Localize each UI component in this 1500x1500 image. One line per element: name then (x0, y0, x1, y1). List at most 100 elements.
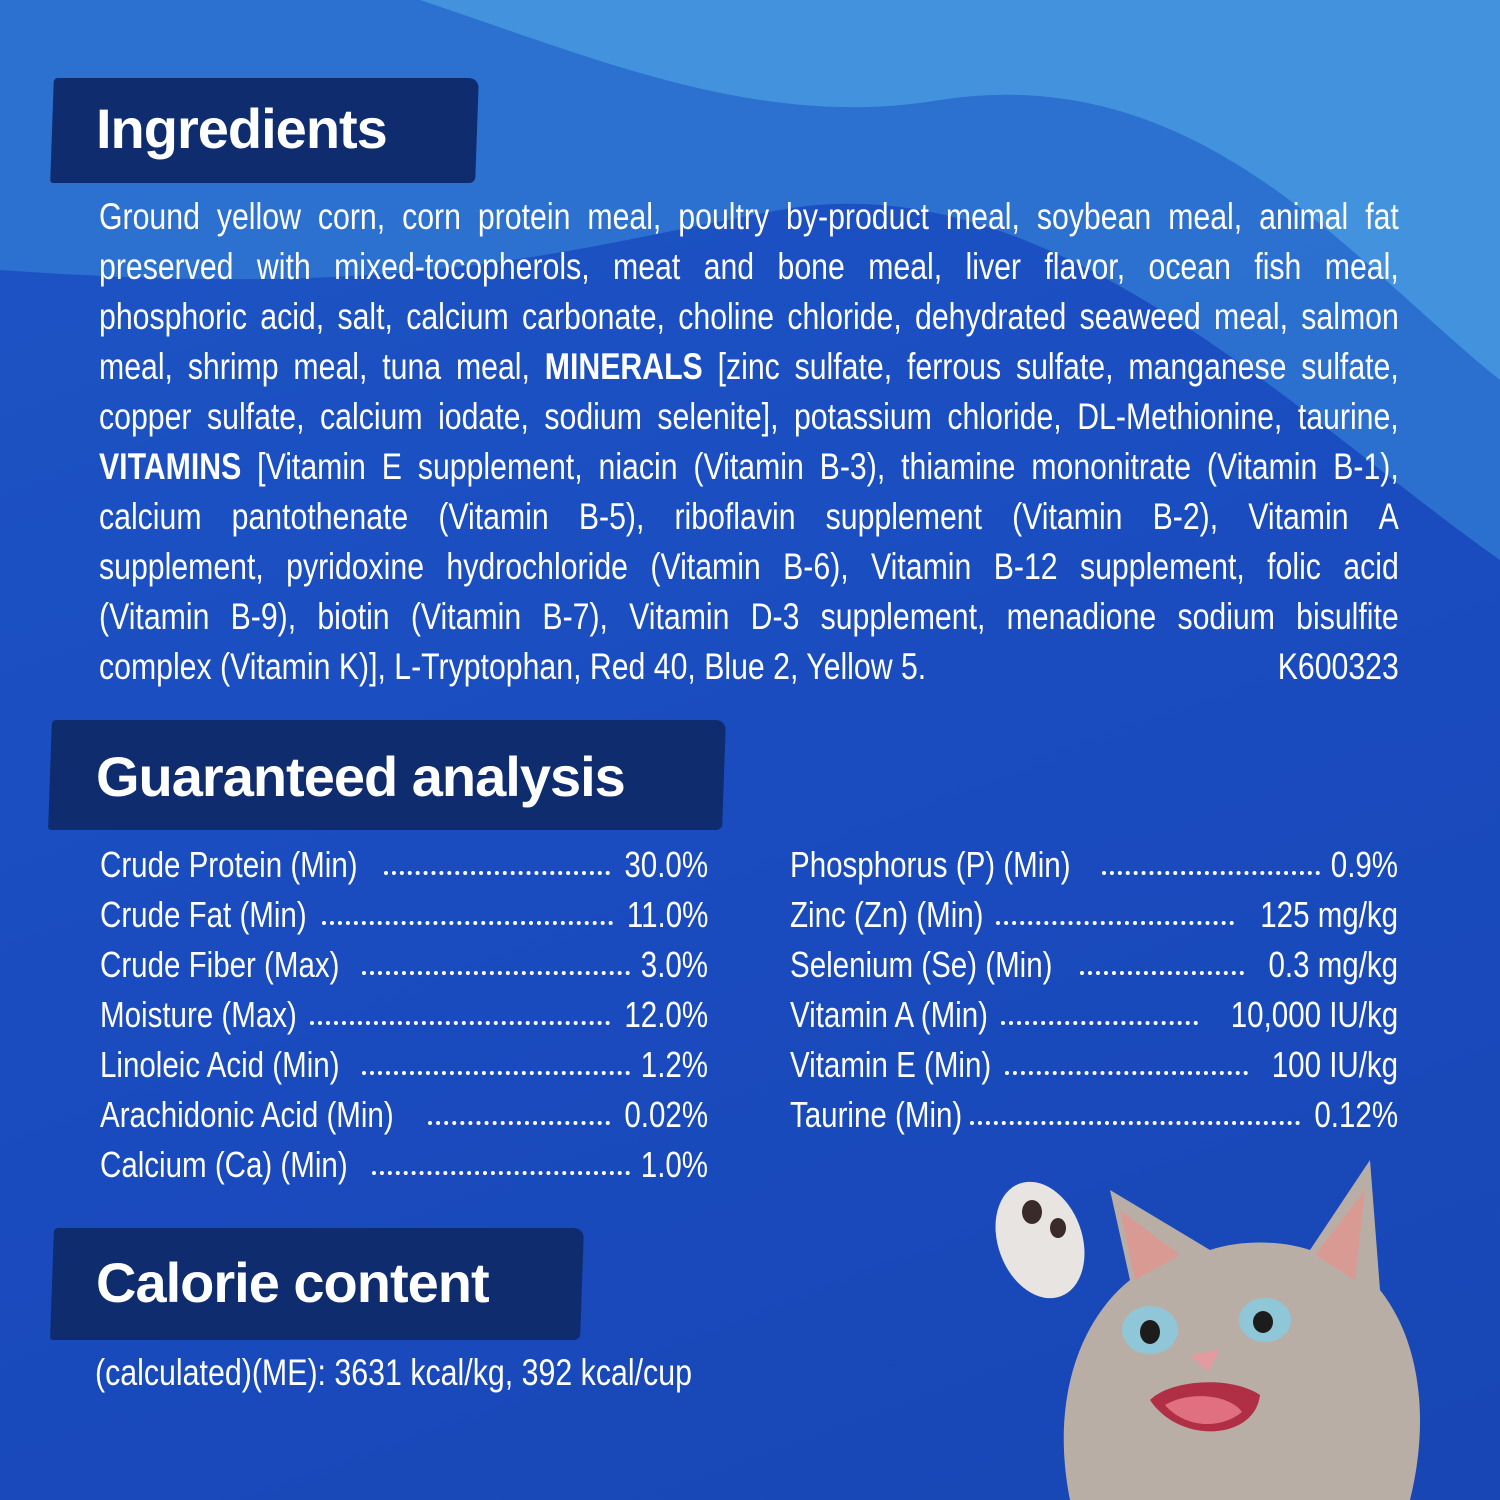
ingredients-line: calcium pantothenate (Vitamin B-5), riboflav… (99, 495, 1399, 545)
nutrient-value: 30.0% (624, 844, 708, 885)
ingredients-word: protein (477, 196, 571, 237)
dot-leader (362, 1071, 630, 1075)
ingredients-line: copper sulfate, calcium iodate, sodium seleni… (99, 395, 1399, 445)
calorie-heading: Calorie content (96, 1251, 490, 1314)
ingredients-word: meal, (868, 246, 943, 287)
ingredients-word: (Vitamin (99, 596, 210, 637)
analysis-row: Phosphorus (P) (Min) 0.9% (790, 840, 1398, 890)
analysis-row: Calcium (Ca) (Min) 1.0% (100, 1140, 708, 1190)
nutrient-value: 0.3 mg/kg (1268, 944, 1398, 985)
ingredients-word: sulfate, (794, 346, 893, 387)
ingredients-word: fish (1254, 246, 1302, 287)
ingredients-word: meal, (1168, 196, 1243, 237)
nutrient-label: Vitamin E (Min) (790, 1044, 992, 1085)
ingredients-word: manganese (1128, 346, 1287, 387)
ingredients-word: sodium (1177, 596, 1275, 637)
ingredients-word: A (1378, 496, 1399, 537)
nutrient-value: 10,000 IU/kg (1230, 994, 1398, 1035)
ingredients-word: acid (1343, 546, 1399, 587)
analysis-right-column: Phosphorus (P) (Min) 0.9% Zinc (Zn) (Min) 1… (790, 840, 1398, 1140)
ingredients-word: shrimp (187, 346, 279, 387)
ingredients-word: corn (402, 196, 461, 237)
nutrient-label: Taurine (Min) (790, 1094, 963, 1135)
ingredients-word: B-2), (1152, 496, 1219, 537)
nutrient-value: 125 mg/kg (1260, 894, 1398, 935)
ingredients-word: salmon (1301, 296, 1399, 337)
ingredients-word: Vitamin (1248, 496, 1349, 537)
ingredients-word: supplement, (99, 546, 264, 587)
ingredients-word: bisulfite (1296, 596, 1399, 637)
ingredients-word: meal, (99, 346, 173, 387)
dot-leader (322, 921, 613, 925)
ingredients-word: calcium (320, 396, 423, 437)
ingredients-segment: complex (Vitamin K)], L-Tryptophan, Red … (99, 646, 927, 687)
ingredients-word: (Vitamin (1012, 496, 1123, 537)
ingredients-word: carbonate, (522, 296, 665, 337)
ingredients-word: [zinc (717, 346, 780, 387)
ingredients-word: animal (1259, 196, 1349, 237)
ingredients-word: (Vitamin (693, 446, 804, 487)
nutrient-value: 11.0% (626, 894, 708, 935)
ingredients-word: B-12 (993, 546, 1058, 587)
ingredients-word: hydrochloride (446, 546, 628, 587)
ingredients-word: supplement, (1079, 546, 1245, 587)
ingredients-word: meal, (587, 196, 662, 237)
nutrient-label: Zinc (Zn) (Min) (790, 894, 984, 935)
ingredients-line: preserved with mixed-tocopherols, meat and bo… (99, 245, 1399, 295)
ingredients-word: (Vitamin (438, 496, 549, 537)
ingredients-word: sulfate, (206, 396, 305, 437)
ingredients-word: Vitamin (871, 546, 972, 587)
dot-leader (1102, 871, 1320, 875)
ingredients-word: copper (99, 396, 192, 437)
ingredients-word: supplement, (820, 596, 986, 637)
nutrient-label: Crude Protein (Min) (100, 844, 358, 885)
ingredients-word: poultry (678, 196, 770, 237)
analysis-row: Crude Protein (Min) 30.0% (100, 840, 708, 890)
ingredients-word: folic (1267, 546, 1321, 587)
ingredients-word: VITAMINS (99, 446, 242, 487)
ingredients-word: mixed-tocopherols, (334, 246, 590, 287)
analysis-row: Vitamin E (Min) 100 IU/kg (790, 1040, 1398, 1090)
nutrient-value: 1.2% (640, 1044, 708, 1085)
ingredients-word: selenite], (657, 396, 779, 437)
ingredients-word: preserved (99, 246, 234, 287)
ingredients-word: B-9), (230, 596, 297, 637)
ingredients-word: ferrous (906, 346, 1002, 387)
ingredients-word: biotin (317, 596, 390, 637)
nutrient-value: 100 IU/kg (1271, 1044, 1398, 1085)
ingredients-word: liver (965, 246, 1022, 287)
ingredients-segment: K600323 (1277, 646, 1399, 687)
ingredients-word: B-5), (578, 496, 645, 537)
ingredients-word: pyridoxine (286, 546, 425, 587)
ingredients-word: B-1), (1333, 446, 1399, 487)
ingredients-word: meal, (293, 346, 368, 387)
analysis-heading: Guaranteed analysis (96, 745, 626, 808)
ingredients-word: chloride, (787, 296, 902, 337)
ingredients-word: meat (613, 246, 681, 287)
ingredients-word: flavor, (1044, 246, 1126, 287)
ingredients-word: (Vitamin (650, 546, 761, 587)
ingredients-word: salt, (337, 296, 393, 337)
ingredients-word: riboflavin (674, 496, 796, 537)
ingredients-word: supplement (825, 496, 983, 537)
ingredients-word: menadione (1006, 596, 1157, 637)
ingredients-word: with (256, 246, 311, 287)
ingredients-line: supplement, pyridoxine hydrochloride (Vitam… (99, 545, 1399, 595)
ingredients-word: MINERALS (544, 346, 703, 387)
analysis-left-column: Crude Protein (Min) 30.0% Crude Fat (Min) 1… (100, 840, 708, 1190)
ingredients-word: B-6), (783, 546, 849, 587)
ingredients-word: thiamine (901, 446, 1016, 487)
nutrient-value: 0.12% (1314, 1094, 1398, 1135)
ingredients-line: complex (Vitamin K)], L-Tryptophan, Red … (99, 645, 1399, 695)
ingredients-word: mononitrate (1031, 446, 1192, 487)
ingredients-word: sulfate, (1015, 346, 1114, 387)
ingredients-word: meal, (945, 196, 1020, 237)
ingredients-word: [Vitamin (257, 446, 366, 487)
ingredients-word: calcium (99, 496, 202, 537)
ingredients-word: DL-Methionine, (1077, 396, 1283, 437)
analysis-row: Moisture (Max) 12.0% (100, 990, 708, 1040)
ingredients-word: soybean (1036, 196, 1152, 237)
ingredients-word: taurine, (1297, 396, 1399, 437)
dot-leader (996, 921, 1234, 925)
dot-leader (372, 1171, 630, 1175)
